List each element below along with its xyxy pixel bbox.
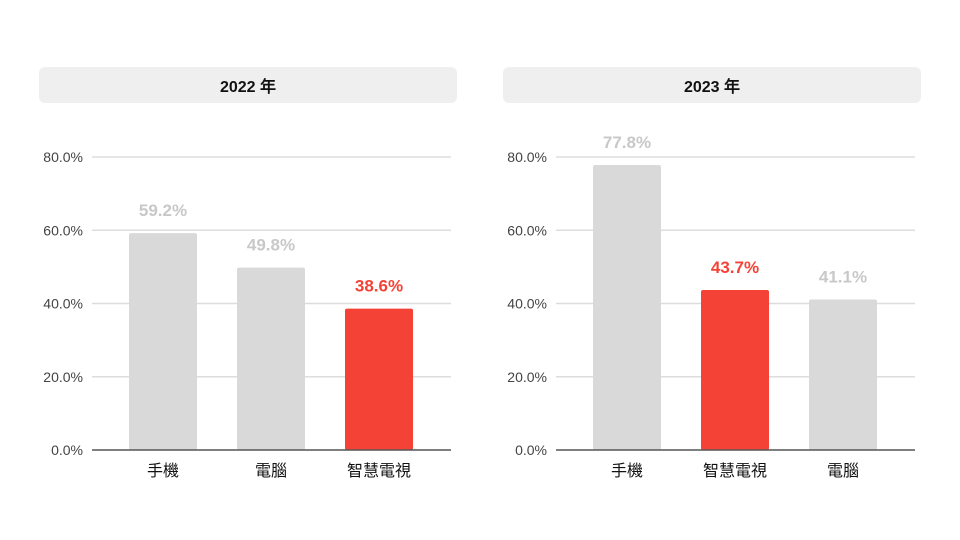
chart-title: 2023 年 (503, 67, 921, 103)
y-tick-label: 20.0% (507, 369, 547, 385)
x-tick-label: 手機 (611, 462, 643, 480)
bar-2 (237, 267, 305, 450)
y-tick-label: 60.0% (43, 222, 83, 238)
data-label: 59.2% (139, 201, 187, 220)
y-tick-label: 80.0% (43, 149, 83, 165)
bar-1 (129, 233, 197, 450)
chart-panel-2022: 2022 年 0.0% 20.0% 40.0% 60.0% 80.0% 59.2% 手機 49… (39, 67, 457, 480)
y-tick-label: 0.0% (515, 442, 547, 458)
y-tick-label: 80.0% (507, 149, 547, 165)
data-label: 77.8% (603, 133, 651, 152)
bar-chart-2022: 0.0% 20.0% 40.0% 60.0% 80.0% 59.2% 手機 49.8% 電腦 38… (43, 149, 451, 480)
y-tick-label: 60.0% (507, 222, 547, 238)
bar-3 (809, 299, 877, 450)
data-label: 43.7% (711, 258, 759, 277)
x-tick-label: 智慧電視 (703, 462, 767, 480)
x-tick-label: 手機 (147, 462, 179, 480)
chart-panel-2023: 2023 年 0.0% 20.0% 40.0% 60.0% 80.0% 77.8% 手機 43… (464, 0, 944, 540)
y-tick-label: 40.0% (507, 296, 547, 312)
bar-chart-2023: 0.0% 20.0% 40.0% 60.0% 80.0% 77.8% 手機 43.7% 智慧電視… (507, 133, 915, 480)
bar-3 (345, 308, 413, 450)
bar-1 (593, 165, 661, 450)
bar-2 (701, 289, 769, 450)
data-label: 38.6% (355, 277, 403, 296)
x-tick-label: 智慧電視 (347, 462, 411, 480)
y-tick-label: 20.0% (43, 369, 83, 385)
data-label: 49.8% (247, 236, 295, 255)
x-tick-label: 電腦 (255, 462, 287, 480)
x-tick-label: 電腦 (827, 462, 859, 480)
chart-title: 2022 年 (39, 67, 457, 103)
data-label: 41.1% (819, 267, 867, 286)
y-tick-label: 40.0% (43, 296, 83, 312)
y-tick-label: 0.0% (51, 442, 83, 458)
